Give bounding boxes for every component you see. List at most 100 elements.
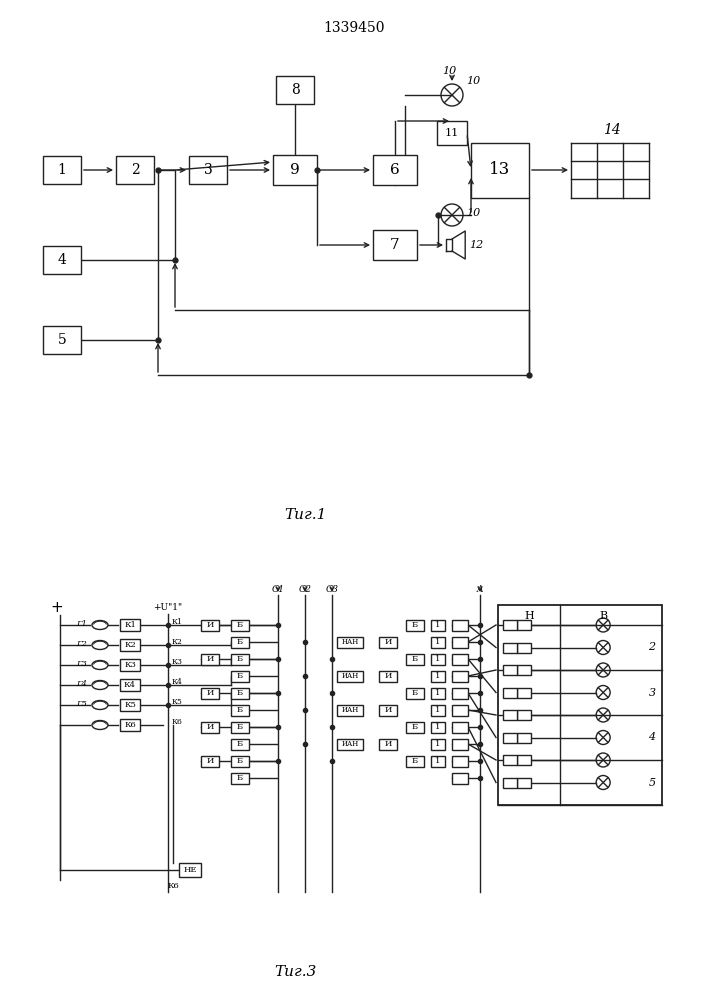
Bar [201, 619, 219, 631]
Text: Б: Б [237, 621, 243, 629]
Bar [276, 76, 314, 104]
Text: 8: 8 [291, 83, 299, 97]
Text: К2: К2 [124, 641, 136, 649]
Text: НАН: НАН [341, 638, 358, 646]
Bar [406, 722, 424, 732]
Bar [452, 772, 468, 784]
Text: 3: 3 [648, 688, 655, 698]
Bar [503, 665, 517, 675]
Text: 5: 5 [58, 333, 66, 347]
Text: 1: 1 [436, 672, 440, 680]
Text: +U"1": +U"1" [153, 603, 182, 612]
Text: И: И [385, 672, 392, 680]
Bar [503, 732, 517, 742]
Text: 14: 14 [603, 123, 621, 137]
Bar [43, 326, 81, 354]
Text: 2: 2 [648, 643, 655, 652]
Bar [337, 670, 363, 682]
Bar [406, 688, 424, 698]
Bar [452, 756, 468, 766]
Polygon shape [446, 239, 452, 251]
Bar [43, 246, 81, 274]
Text: 4: 4 [648, 732, 655, 742]
Bar [517, 688, 531, 698]
Bar [120, 719, 140, 731]
Bar [379, 670, 397, 682]
Text: G2: G2 [298, 585, 312, 594]
Text: Б: Б [237, 723, 243, 731]
Bar [231, 670, 249, 682]
Text: 1: 1 [436, 706, 440, 714]
Bar [452, 654, 468, 664]
Text: Б: Б [412, 621, 418, 629]
Bar [517, 710, 531, 720]
Bar [503, 778, 517, 788]
Bar [189, 156, 227, 184]
Text: И: И [385, 740, 392, 748]
Bar [517, 643, 531, 652]
Text: ИАН: ИАН [341, 740, 358, 748]
Text: 1: 1 [436, 723, 440, 731]
Text: К6: К6 [167, 882, 179, 890]
Bar [452, 738, 468, 750]
Text: И: И [206, 689, 214, 697]
Bar [452, 619, 468, 631]
Text: Τиг.1: Τиг.1 [284, 508, 326, 522]
Text: К5: К5 [172, 698, 183, 706]
Text: Τиг.3: Τиг.3 [274, 965, 316, 979]
Bar [201, 756, 219, 766]
Bar [431, 670, 445, 682]
Text: 12: 12 [469, 240, 484, 250]
Text: Б: Б [237, 689, 243, 697]
Polygon shape [452, 231, 465, 259]
Bar [201, 722, 219, 732]
Text: 6: 6 [390, 163, 400, 177]
Text: Б: Б [412, 723, 418, 731]
Bar [452, 704, 468, 716]
Text: К1: К1 [172, 618, 183, 626]
Text: Б: Б [237, 757, 243, 765]
Bar [503, 643, 517, 652]
Ellipse shape [92, 700, 108, 710]
Bar [231, 637, 249, 648]
Bar [201, 654, 219, 664]
Bar [120, 639, 140, 651]
Text: К5: К5 [124, 701, 136, 709]
Bar [517, 620, 531, 630]
Text: 1: 1 [436, 689, 440, 697]
Text: 10: 10 [466, 208, 480, 218]
Bar [379, 637, 397, 648]
Text: ИАН: ИАН [341, 672, 358, 680]
Text: И: И [385, 706, 392, 714]
Bar [503, 688, 517, 698]
Text: Б: Б [237, 655, 243, 663]
Text: 1: 1 [436, 655, 440, 663]
Text: 1: 1 [57, 163, 66, 177]
Text: 3: 3 [204, 163, 212, 177]
Bar [406, 756, 424, 766]
Bar [471, 142, 529, 198]
Text: И: И [206, 757, 214, 765]
Bar [373, 155, 417, 185]
Bar [498, 605, 662, 805]
Bar [517, 665, 531, 675]
Text: И: И [206, 621, 214, 629]
Bar [431, 654, 445, 664]
Bar [431, 637, 445, 648]
Bar [231, 738, 249, 750]
Bar [452, 670, 468, 682]
Text: A: A [477, 585, 484, 594]
Bar [503, 755, 517, 765]
Text: Н: Н [525, 611, 534, 621]
Text: 1: 1 [436, 638, 440, 646]
Text: Б: Б [237, 774, 243, 782]
Text: К2: К2 [172, 638, 183, 646]
Text: Г2: Г2 [76, 640, 88, 648]
Ellipse shape [92, 641, 108, 650]
Bar [437, 121, 467, 145]
Text: Г5: Г5 [76, 700, 88, 708]
Bar [431, 619, 445, 631]
Text: К4: К4 [172, 678, 183, 686]
Text: И: И [385, 638, 392, 646]
Text: G1: G1 [271, 585, 284, 594]
